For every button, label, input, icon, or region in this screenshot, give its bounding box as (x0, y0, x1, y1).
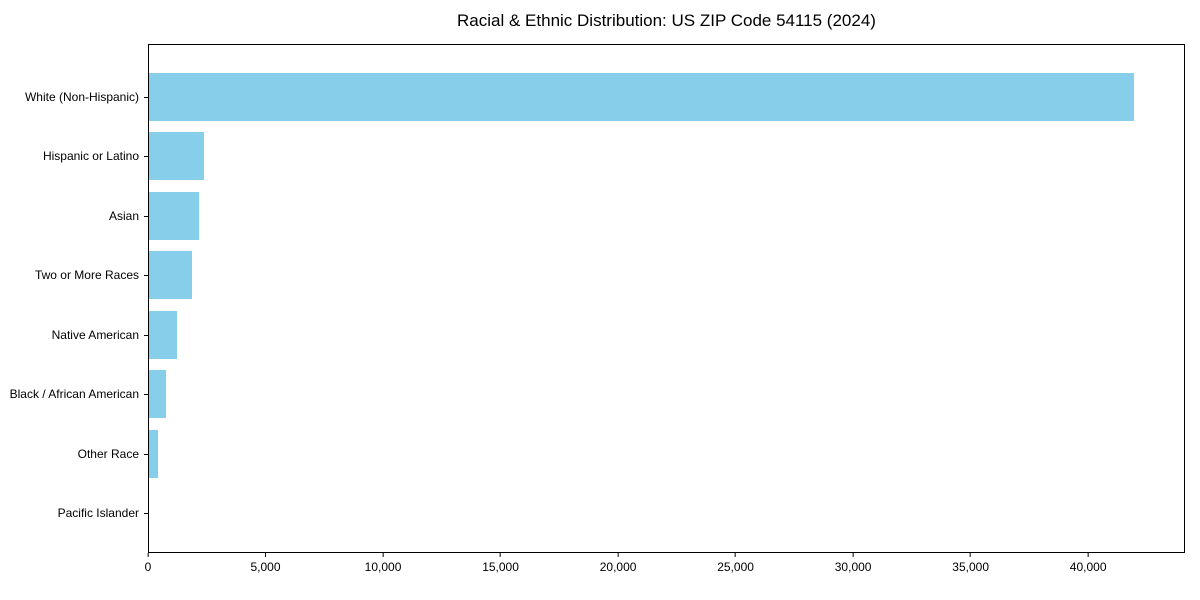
y-label-row: Two or More Races (0, 246, 148, 306)
x-tick: 35,000 (952, 553, 989, 574)
y-label-row: Native American (0, 305, 148, 365)
bar-row (149, 424, 1184, 484)
bar-row (149, 67, 1184, 127)
y-tick-label: Pacific Islander (57, 506, 139, 521)
bar-row (149, 365, 1184, 425)
y-tick-label: Two or More Races (34, 268, 139, 283)
y-label-row: Hispanic or Latino (0, 127, 148, 187)
bar-two-or-more-races (149, 251, 192, 300)
y-label-row: Other Race (0, 424, 148, 484)
x-tick: 20,000 (599, 553, 637, 574)
x-tick-label: 20,000 (599, 560, 637, 574)
bar-black-african-american (149, 370, 166, 419)
y-tick-mark (144, 96, 148, 98)
x-tick-label: 15,000 (482, 560, 519, 574)
bar-white-non-hispanic (149, 72, 1135, 121)
chart-title: Racial & Ethnic Distribution: US ZIP Cod… (457, 11, 876, 30)
y-tick-mark (144, 513, 148, 515)
x-tick-mark (500, 553, 502, 557)
bar-row (149, 186, 1184, 246)
y-tick-label: Asian (108, 208, 139, 223)
x-tick: 40,000 (1070, 553, 1107, 574)
x-tick-label: 0 (144, 560, 152, 574)
y-label-row: Asian (0, 186, 148, 246)
x-tick: 5,000 (251, 553, 281, 574)
y-tick-label: Native American (51, 327, 139, 342)
x-tick: 30,000 (834, 553, 872, 574)
y-tick-label: White (Non-Hispanic) (24, 89, 139, 104)
bar-hispanic-or-latino (149, 132, 205, 181)
x-tick-mark (852, 553, 854, 557)
x-tick-mark (265, 553, 267, 557)
x-tick-label: 25,000 (717, 560, 754, 574)
x-tick-mark (617, 553, 619, 557)
plot-area (148, 44, 1185, 553)
x-tick-label: 30,000 (834, 560, 872, 574)
y-label-row: White (Non-Hispanic) (0, 67, 148, 127)
x-tick: 0 (144, 553, 152, 574)
y-label-row: Black / African American (0, 365, 148, 425)
x-tick-mark (1087, 553, 1089, 557)
x-tick-label: 40,000 (1069, 560, 1107, 574)
x-axis-ticks: 0 5,000 10,000 15,000 20,000 25,000 30,000 35,0… (144, 553, 1185, 583)
y-tick-mark (144, 275, 148, 277)
y-tick-mark (144, 394, 148, 396)
y-tick-mark (144, 453, 148, 455)
bar-native-american (149, 310, 177, 359)
y-tick-label: Other Race (77, 446, 139, 461)
bar-rows (149, 45, 1184, 552)
x-tick-label: 10,000 (364, 560, 402, 574)
y-tick-mark (144, 334, 148, 336)
y-tick-label: Black / African American (9, 387, 139, 402)
x-tick-mark (147, 553, 149, 557)
y-tick-label: Hispanic or Latino (42, 149, 139, 164)
bar-asian (149, 191, 200, 240)
x-tick: 25,000 (717, 553, 754, 574)
bar-row (149, 127, 1184, 187)
y-axis-labels: White (Non-Hispanic) Hispanic or Latino As… (0, 44, 148, 553)
x-tick-mark (735, 553, 737, 557)
y-tick-mark (144, 215, 148, 217)
x-tick-mark (970, 553, 972, 557)
y-tick-mark (144, 156, 148, 158)
x-tick-label: 35,000 (952, 560, 989, 574)
bar-row (149, 484, 1184, 544)
x-tick: 10,000 (364, 553, 402, 574)
bar-row (149, 246, 1184, 306)
x-tick-mark (382, 553, 384, 557)
x-tick-label: 5,000 (250, 560, 281, 574)
bar-row (149, 305, 1184, 365)
y-label-row: Pacific Islander (0, 484, 148, 544)
x-tick: 15,000 (482, 553, 519, 574)
bar-other-race (149, 429, 159, 478)
